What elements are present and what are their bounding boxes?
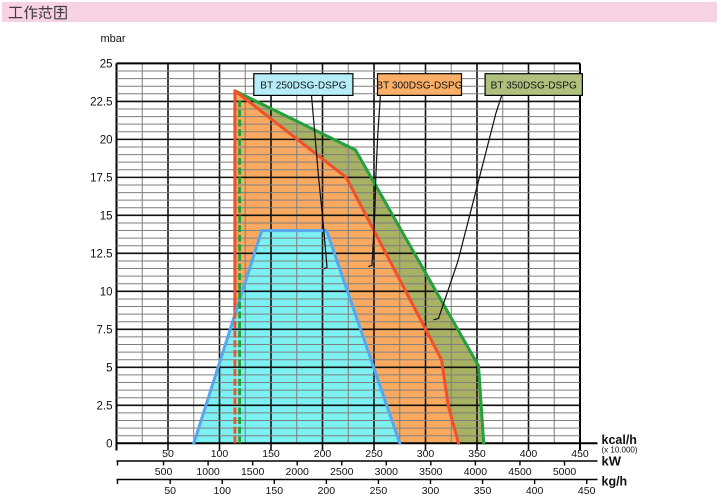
- kgh-tick-label: 100: [213, 485, 231, 497]
- legend: BT 250DSG-DSPG BT 300DSG-DSPG BT 350DSG-DS…: [253, 73, 584, 96]
- legend-box: [484, 73, 584, 96]
- kgh-unit-label: kg/h: [602, 475, 628, 489]
- leader-line: [433, 95, 503, 321]
- leader-line: [368, 95, 381, 268]
- mbar-tick-label: 15: [100, 210, 113, 222]
- mbar-tick-label: 0: [106, 438, 112, 450]
- kcal-unit-label: kcal/h: [602, 433, 637, 447]
- mbar-tick-label: 2.5: [97, 400, 113, 412]
- kw-tick-label: 4500: [508, 466, 532, 478]
- kw-tick-label: 500: [155, 466, 173, 478]
- kw-tick-label: 2500: [330, 466, 354, 478]
- glyph-fan: [38, 5, 53, 19]
- mbar-tick-label: 22.5: [90, 96, 112, 108]
- kgh-tick-label: 150: [266, 485, 284, 497]
- border-bt-350dsg-dspg: [233, 89, 486, 445]
- grid: [115, 62, 598, 451]
- kcal-tick-label: 250: [365, 448, 383, 460]
- kgh-tick-label: 200: [318, 485, 336, 497]
- kw-tick-label: 1000: [196, 466, 220, 478]
- legend-label: BT 300DSG-DSPG: [376, 81, 462, 92]
- kcal-tick-label: 400: [520, 448, 538, 460]
- mbar-tick-label: 5: [106, 362, 112, 374]
- mbar-tick-label: 7.5: [97, 324, 113, 336]
- border-bt-250dsg-dspg: [192, 229, 402, 445]
- kcal-tick-label: 450: [571, 448, 589, 460]
- title-bar: 工作范围: [2, 2, 717, 22]
- glyph-zuo: [24, 5, 38, 19]
- kcal-tick-label: 300: [417, 448, 435, 460]
- glyph-wei: [54, 5, 67, 19]
- y-axis-unit-label: mbar: [101, 33, 126, 45]
- kw-tick-label: 1500: [241, 466, 265, 478]
- region-borders: [192, 89, 486, 445]
- kw-tick-label: 4000: [464, 466, 488, 478]
- kcal-tick-label: 100: [211, 448, 229, 460]
- kcal-unit-note: (x 10.000): [602, 446, 638, 455]
- kcal-tick-label: 200: [314, 448, 332, 460]
- title-cjk-glyphs: [8, 5, 67, 19]
- kgh-tick-label: 250: [370, 485, 388, 497]
- glyph-gong: [8, 6, 23, 18]
- mbar-tick-label: 20: [100, 134, 113, 146]
- kw-tick-label: 3000: [375, 466, 399, 478]
- kgh-tick-label: 400: [526, 485, 544, 497]
- legend-leader-lines: [310, 95, 503, 321]
- kw-tick-label: 5000: [553, 466, 577, 478]
- legend-label: BT 250DSG-DSPG: [260, 81, 346, 92]
- kgh-tick-label: 300: [422, 485, 440, 497]
- kw-unit-label: kW: [602, 454, 622, 469]
- kw-tick-label: 2000: [286, 466, 310, 478]
- kgh-tick-label: 50: [164, 485, 176, 497]
- legend-box: [253, 73, 354, 96]
- kcal-tick-label: 150: [262, 448, 280, 460]
- y-axis-labels: 0 2.5 5 7.5 10 12.5 15 17.5 20 22.5 25 mbar: [90, 33, 126, 450]
- secondary-axes: 500 1000 1500 2000 2500 3000 3500 4000 4500 5000 5…: [116, 433, 638, 497]
- leader-line: [310, 95, 328, 270]
- legend-label: BT 350DSG-DSPG: [491, 81, 577, 92]
- mbar-tick-label: 12.5: [90, 248, 112, 260]
- kcal-tick-label: 350: [468, 448, 486, 460]
- border-bt-300dsg-dspg: [233, 89, 460, 445]
- kcal-tick-label: 50: [162, 448, 174, 460]
- legend-box: [376, 73, 463, 96]
- mbar-tick-label: 10: [100, 286, 113, 298]
- mbar-tick-label: 25: [100, 58, 113, 70]
- kw-tick-label: 3500: [419, 466, 443, 478]
- mbar-tick-label: 17.5: [90, 172, 112, 184]
- kgh-tick-label: 450: [578, 485, 596, 497]
- kgh-tick-label: 350: [474, 485, 492, 497]
